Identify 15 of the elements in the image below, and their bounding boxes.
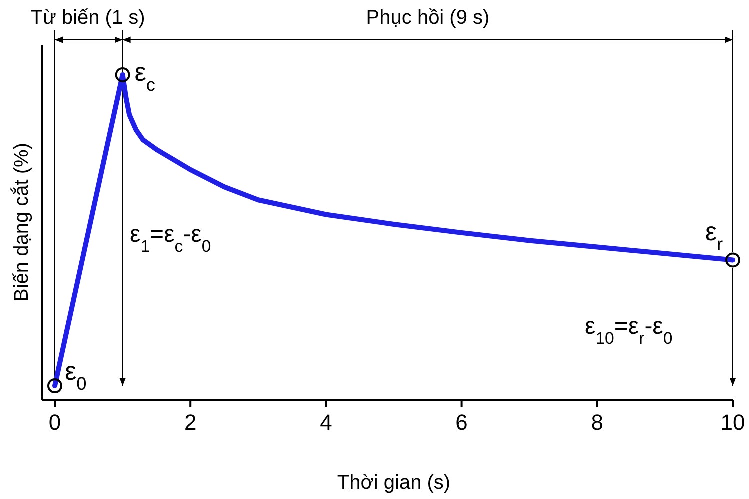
- x-tick-label: 0: [48, 410, 62, 435]
- annotation: ε$_{c}$: [134, 57, 156, 95]
- text: Từ biến (1 s): [30, 7, 146, 29]
- annotation: ε$_{r}$: [705, 216, 723, 254]
- y-axis-title: Biến dạng cắt (%): [10, 143, 33, 302]
- x-axis-title: Thời gian (s): [337, 472, 451, 494]
- x-tick-label: 8: [591, 410, 604, 435]
- x-tick-label: 4: [320, 410, 332, 435]
- text: Phục hồi (9 s): [366, 7, 490, 29]
- annotation: ε$_{1}$=ε$_{c}$-ε$_{0}$: [130, 221, 212, 256]
- x-tick-label: 10: [720, 410, 746, 435]
- x-tick-label: 2: [184, 410, 197, 435]
- annotation: ε$_{0}$: [65, 356, 87, 394]
- x-tick-label: 6: [456, 410, 468, 435]
- annotation: ε$_{10}$=ε$_{r}$-ε$_{0}$: [585, 313, 673, 348]
